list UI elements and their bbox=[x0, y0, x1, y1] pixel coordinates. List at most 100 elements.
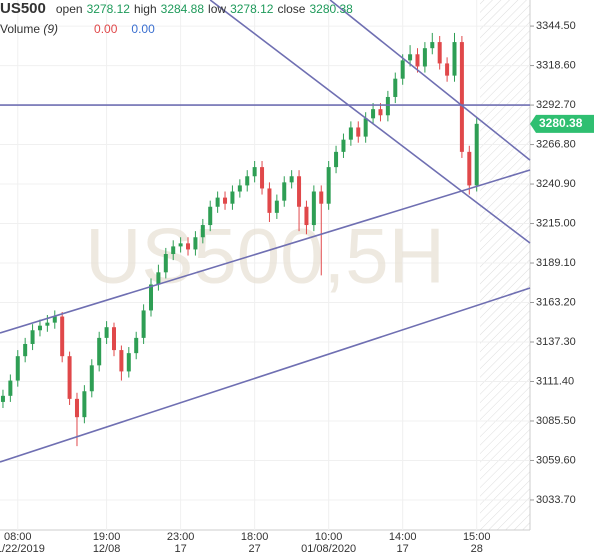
candle-body bbox=[208, 206, 213, 226]
candle-body bbox=[126, 353, 131, 372]
param: (9) bbox=[43, 22, 59, 36]
candle-body bbox=[393, 78, 398, 97]
candle-body bbox=[415, 54, 420, 67]
legend-header: US500 open 3278.12 high 3284.88 low 3278.12 clo… bbox=[0, 0, 357, 40]
candle-body bbox=[348, 127, 353, 140]
x-date-label: 12/08 bbox=[93, 543, 121, 555]
candle-body bbox=[260, 167, 265, 189]
candle-body bbox=[171, 246, 176, 255]
candle-body bbox=[408, 54, 413, 61]
candle-body bbox=[371, 109, 376, 119]
x-tick-label: 18:00 bbox=[241, 531, 269, 543]
y-tick-label: 3085.50 bbox=[536, 415, 576, 427]
symbol: US500 bbox=[0, 0, 46, 17]
candle-body bbox=[289, 176, 294, 183]
x-tick-label: 14:00 bbox=[389, 531, 417, 543]
candle-body bbox=[74, 398, 79, 418]
future-area bbox=[480, 0, 530, 530]
candle-body bbox=[52, 316, 57, 323]
candle-body bbox=[230, 191, 235, 204]
y-tick-label: 3137.30 bbox=[536, 336, 576, 348]
x-date-label: 11/22/2019 bbox=[0, 543, 45, 555]
candle-body bbox=[274, 200, 279, 213]
candle-body bbox=[141, 310, 146, 338]
x-date-label: 27 bbox=[249, 543, 261, 555]
watermark: US500,5H bbox=[85, 212, 445, 300]
value: 3278.12 bbox=[86, 2, 130, 16]
candle-body bbox=[200, 225, 205, 238]
candle-body bbox=[319, 191, 324, 204]
candle-body bbox=[163, 254, 168, 273]
candle-body bbox=[304, 206, 309, 226]
candle-body bbox=[37, 325, 42, 331]
candle-body bbox=[363, 118, 368, 137]
y-tick-label: 3215.00 bbox=[536, 217, 576, 229]
candle-body bbox=[30, 330, 35, 344]
y-tick-label: 3344.50 bbox=[536, 20, 576, 32]
candle-body bbox=[119, 350, 124, 372]
value: 0.00 bbox=[94, 22, 118, 36]
x-tick-label: 10:00 bbox=[315, 531, 343, 543]
candle-body bbox=[215, 197, 220, 207]
candle-body bbox=[8, 380, 13, 396]
y-tick-label: 3240.90 bbox=[536, 178, 576, 190]
value: 3280.38 bbox=[309, 2, 353, 16]
candle-body bbox=[104, 327, 109, 338]
y-tick-label: 3292.70 bbox=[536, 99, 576, 111]
candle-body bbox=[45, 322, 50, 326]
candle-body bbox=[282, 182, 287, 201]
candle-body bbox=[193, 237, 198, 250]
candle-body bbox=[378, 109, 383, 116]
candle-body bbox=[245, 176, 250, 186]
y-tick-label: 3189.10 bbox=[536, 257, 576, 269]
label: high bbox=[133, 2, 157, 16]
candle-body bbox=[0, 395, 5, 402]
x-date-label: 17 bbox=[397, 543, 409, 555]
candle-body bbox=[430, 42, 435, 49]
trend-line bbox=[329, 0, 531, 161]
y-tick-label: 3059.60 bbox=[536, 454, 576, 466]
candle-body bbox=[452, 42, 457, 76]
y-tick-label: 3163.20 bbox=[536, 296, 576, 308]
candle-body bbox=[60, 316, 65, 357]
x-date-label: 28 bbox=[471, 543, 483, 555]
label: open bbox=[55, 2, 83, 16]
candle-body bbox=[459, 42, 464, 152]
candle-body bbox=[156, 272, 161, 285]
candle-body bbox=[15, 356, 20, 381]
candle-body bbox=[474, 123, 479, 186]
candle-body bbox=[385, 96, 390, 116]
candle-body bbox=[23, 343, 28, 357]
y-tick-label: 3111.40 bbox=[536, 375, 574, 387]
candle-body bbox=[186, 243, 191, 250]
trend-line bbox=[0, 287, 531, 463]
candle-body bbox=[97, 337, 102, 366]
candle-body bbox=[67, 356, 72, 399]
label: low bbox=[208, 2, 227, 16]
last-price: 3280.38 bbox=[539, 116, 583, 130]
candle-body bbox=[437, 42, 442, 64]
y-tick-label: 3266.80 bbox=[536, 138, 576, 150]
candle-body bbox=[149, 284, 154, 311]
candle-body bbox=[267, 188, 272, 213]
candle-body bbox=[326, 167, 331, 204]
candle-body bbox=[111, 327, 116, 351]
label: Volume bbox=[0, 22, 41, 36]
x-tick-label: 08:00 bbox=[4, 531, 32, 543]
candle-body bbox=[400, 60, 405, 79]
candle-body bbox=[445, 63, 450, 76]
candle-body bbox=[467, 151, 472, 186]
x-tick-label: 15:00 bbox=[463, 531, 491, 543]
candle-body bbox=[356, 127, 361, 137]
price-tag bbox=[530, 114, 594, 133]
x-date-label: 01/08/2020 bbox=[301, 543, 356, 555]
trend-line bbox=[209, 0, 531, 244]
label: close bbox=[277, 2, 306, 16]
value: 3278.12 bbox=[230, 2, 274, 16]
candle-body bbox=[82, 391, 87, 418]
candle-body bbox=[237, 185, 242, 192]
trend-line bbox=[0, 169, 531, 334]
candle-body bbox=[334, 151, 339, 168]
